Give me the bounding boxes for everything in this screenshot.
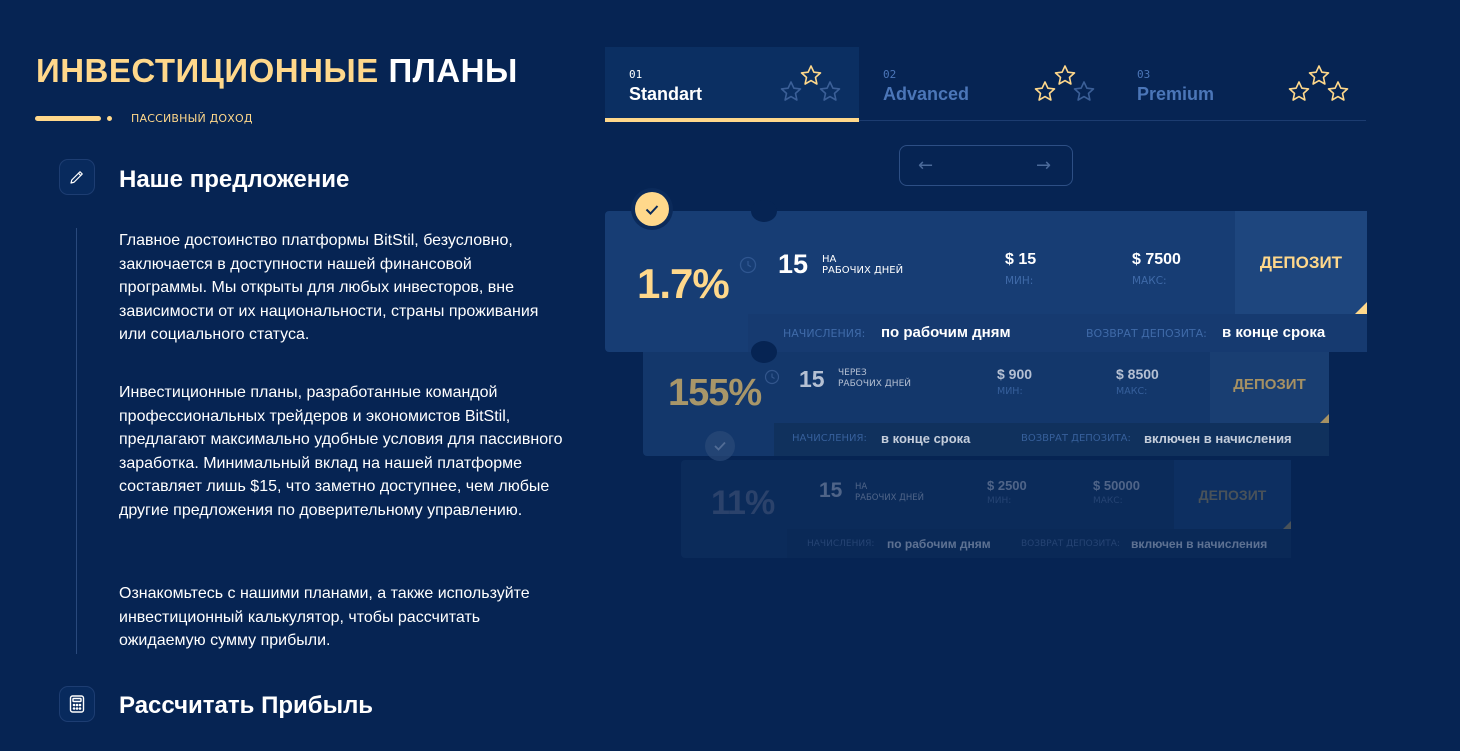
plan-percent: 11%: [711, 484, 775, 522]
plan-days: 15: [819, 479, 843, 502]
clock-icon: [739, 256, 757, 274]
check-icon: [705, 431, 735, 461]
plan-percent: 155%: [668, 372, 762, 414]
title-underline: [35, 116, 101, 121]
plan-max: $ 8500: [1116, 366, 1159, 382]
tab-number: 02: [883, 68, 897, 81]
star-icon: [1034, 65, 1095, 101]
plan-navigation: ← →: [899, 145, 1073, 186]
accrual-value: в конце срока: [881, 431, 971, 446]
plan-days: 15: [799, 366, 825, 392]
return-value: в конце срока: [1222, 324, 1326, 341]
section-subtitle: ПАССИВНЫЙ ДОХОД: [131, 112, 253, 125]
plan-min: $ 15: [1005, 251, 1037, 268]
plan-card-3[interactable]: ДЕПОЗИТ 11% 15 НА РАБОЧИХ ДНЕЙ $ 2500 МИН…: [681, 460, 1291, 558]
plan-max: $ 7500: [1132, 251, 1181, 268]
plan-card-2[interactable]: ДЕПОЗИТ 155% 15 ЧЕРЕЗ РАБОЧИХ ДНЕЙ $ 900 …: [643, 346, 1329, 456]
plan-days-caption: НА РАБОЧИХ ДНЕЙ: [822, 254, 904, 276]
clock-icon: [764, 369, 780, 385]
plan-max-label: МАКС:: [1132, 275, 1167, 287]
plan-days-caption: НА РАБОЧИХ ДНЕЙ: [855, 482, 924, 503]
deposit-button[interactable]: ДЕПОЗИТ: [1174, 460, 1291, 529]
offer-heading: Наше предложение: [119, 166, 350, 193]
plan-percent: 1.7%: [637, 260, 730, 307]
selected-badge: [631, 188, 673, 230]
tabs-divider: [605, 120, 1366, 121]
accrual-value: по рабочим дням: [887, 537, 991, 551]
plan-max-label: МАКС:: [1093, 496, 1123, 506]
star-icon: [1288, 65, 1349, 101]
tab-premium[interactable]: 03 Premium: [1113, 47, 1367, 121]
accrual-label: НАЧИСЛЕНИЯ:: [807, 539, 875, 549]
offer-paragraph-3: Ознакомьтесь с нашими планами, а также и…: [119, 585, 530, 649]
star-icon: [780, 65, 841, 101]
pencil-icon: [59, 159, 95, 195]
return-value: включен в начисления: [1131, 537, 1268, 551]
plan-days: 15: [778, 249, 809, 279]
plan-max-label: МАКС:: [1116, 386, 1148, 397]
arrow-right-icon[interactable]: →: [1036, 155, 1052, 176]
tab-standart[interactable]: 01 Standart: [605, 47, 859, 122]
title-underline-dot: [107, 116, 112, 121]
section-title-accent: ИНВЕСТИЦИОННЫЕ: [36, 52, 379, 89]
plan-min: $ 2500: [987, 478, 1027, 493]
offer-paragraph-2: Инвестиционные планы, разработанные кома…: [119, 384, 563, 519]
tab-number: 01: [629, 68, 643, 81]
accrual-label: НАЧИСЛЕНИЯ:: [783, 327, 866, 340]
plan-min: $ 900: [997, 366, 1033, 382]
return-value: включен в начисления: [1144, 431, 1292, 446]
arrow-left-icon[interactable]: ←: [918, 155, 934, 176]
tab-advanced[interactable]: 02 Advanced: [859, 47, 1113, 121]
plan-days-caption: ЧЕРЕЗ РАБОЧИХ ДНЕЙ: [838, 368, 911, 389]
offer-paragraph-1: Главное достоинство платформы BitStil, б…: [119, 232, 539, 343]
deposit-button[interactable]: ДЕПОЗИТ: [1210, 346, 1329, 423]
plan-min-label: МИН:: [1005, 275, 1034, 287]
return-label: ВОЗВРАТ ДЕПОЗИТА:: [1021, 433, 1131, 444]
deposit-button[interactable]: ДЕПОЗИТ: [1235, 211, 1367, 314]
plan-max: $ 50000: [1093, 478, 1140, 493]
tab-label: Advanced: [883, 84, 970, 104]
tab-label: Standart: [629, 84, 703, 104]
tab-label: Premium: [1137, 84, 1215, 104]
plan-min-label: МИН:: [997, 386, 1023, 397]
section-title-rest: ПЛАНЫ: [388, 52, 518, 89]
return-label: ВОЗВРАТ ДЕПОЗИТА:: [1021, 539, 1120, 549]
accrual-value: по рабочим дням: [881, 324, 1011, 341]
check-icon: [635, 192, 669, 226]
tab-number: 03: [1137, 68, 1151, 81]
calculator-heading: Рассчитать Прибыль: [119, 692, 374, 719]
plan-min-label: МИН:: [987, 496, 1012, 506]
accrual-label: НАЧИСЛЕНИЯ:: [792, 433, 867, 444]
section-title: ИНВЕСТИЦИОННЫЕ ПЛАНЫ: [36, 52, 518, 90]
return-label: ВОЗВРАТ ДЕПОЗИТА:: [1086, 327, 1207, 340]
timeline-line: [76, 228, 77, 654]
plan-card-1[interactable]: ДЕПОЗИТ 1.7% 15 НА РАБОЧИХ ДНЕЙ $ 15 МИН:…: [605, 200, 1367, 363]
calculator-icon: [59, 686, 95, 722]
